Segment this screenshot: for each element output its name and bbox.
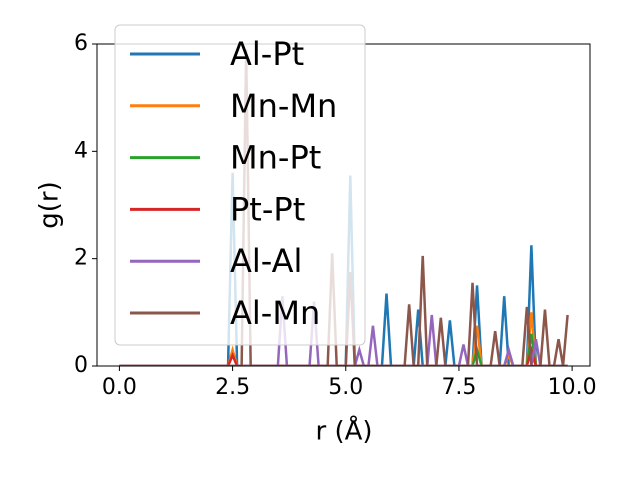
legend-label: Mn-Pt (230, 139, 321, 177)
y-tick-label: 4 (74, 138, 88, 163)
y-axis-label: g(r) (35, 181, 65, 228)
x-tick-label: 5.0 (328, 375, 363, 400)
legend-label: Al-Al (230, 242, 302, 280)
legend-label: Al-Mn (230, 294, 320, 332)
y-tick-label: 0 (74, 353, 88, 378)
x-tick-label: 10.0 (548, 375, 597, 400)
x-tick-label: 0.0 (102, 375, 137, 400)
legend-label: Al-Pt (230, 35, 304, 73)
x-tick-label: 7.5 (441, 375, 476, 400)
x-axis-label: r (Å) (315, 415, 372, 447)
legend-label: Pt-Pt (230, 190, 305, 228)
series-line (119, 49, 569, 366)
y-tick-label: 2 (74, 246, 88, 271)
y-tick-label: 6 (74, 31, 88, 56)
x-tick-label: 2.5 (215, 375, 250, 400)
legend-label: Mn-Mn (230, 87, 337, 125)
